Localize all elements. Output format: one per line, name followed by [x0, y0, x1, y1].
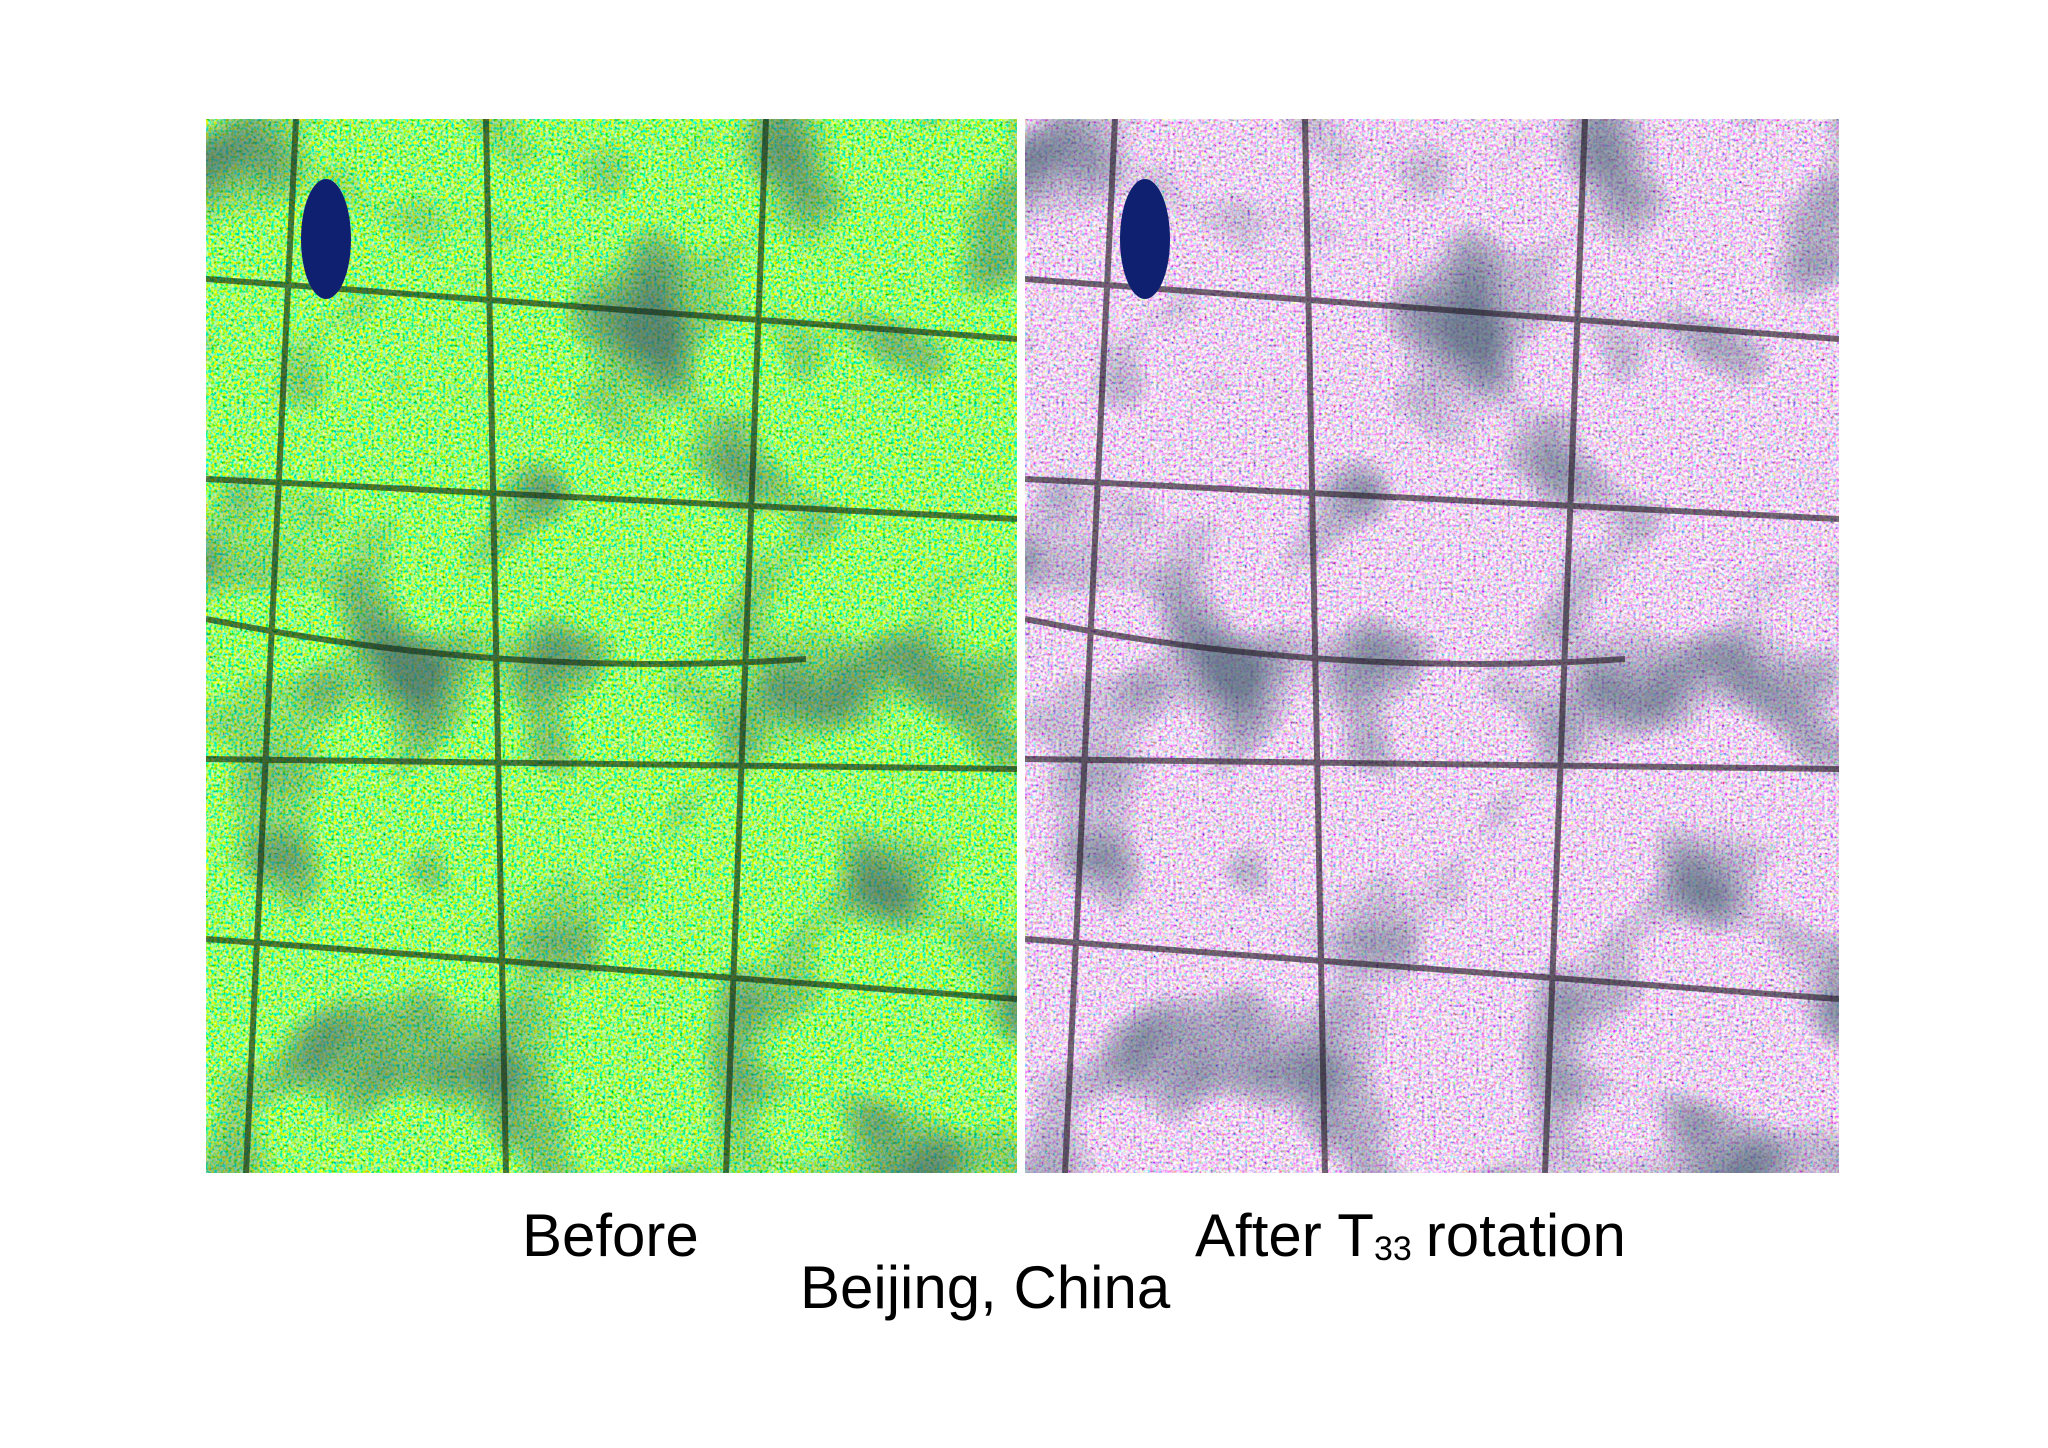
panel-label: Before: [522, 1202, 699, 1269]
panel-label: After T33 rotation: [1195, 1206, 1626, 1268]
dark-areas: [206, 119, 1017, 1173]
roads: [1025, 119, 1839, 1173]
subscript: 33: [1373, 1230, 1412, 1268]
label-text: rotation: [1425, 1202, 1626, 1269]
sar-image: [206, 119, 1017, 1173]
lake: [1120, 179, 1170, 299]
lake: [301, 179, 351, 299]
caption: Beijing, China: [800, 1254, 1171, 1321]
sar-image: [1025, 119, 1839, 1173]
dark-areas: [1025, 119, 1839, 1173]
roads: [206, 119, 1017, 1173]
label-text: After T: [1195, 1202, 1374, 1269]
